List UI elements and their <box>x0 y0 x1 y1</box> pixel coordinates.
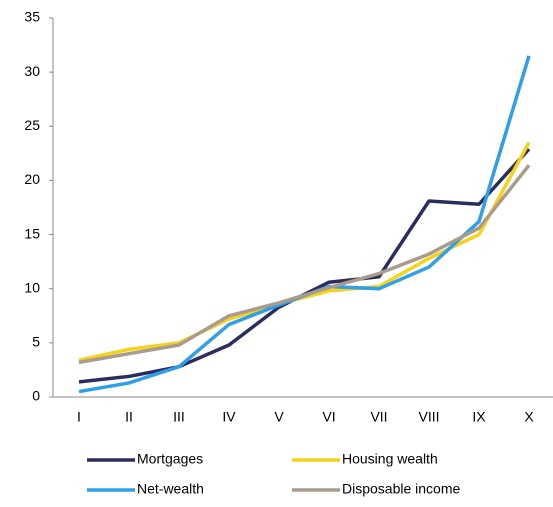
y-tick-label: 10 <box>24 279 40 295</box>
legend-label: Net-wealth <box>137 481 204 497</box>
x-tick-label: VIII <box>418 409 439 425</box>
x-tick-label: IX <box>472 409 486 425</box>
y-tick-label: 30 <box>24 63 40 79</box>
y-tick-label: 15 <box>24 225 40 241</box>
x-tick-label: X <box>524 409 534 425</box>
x-tick-label: II <box>125 409 133 425</box>
y-tick-label: 35 <box>24 9 40 25</box>
x-tick-label: IV <box>222 409 236 425</box>
y-tick-label: 5 <box>32 334 40 350</box>
y-tick-label: 20 <box>24 171 40 187</box>
legend-label: Housing wealth <box>342 451 438 467</box>
x-tick-label: III <box>173 409 185 425</box>
x-tick-label: VII <box>370 409 387 425</box>
series-line <box>78 164 531 365</box>
x-tick-label: I <box>77 409 81 425</box>
x-tick-label: V <box>274 409 284 425</box>
legend-label: Mortgages <box>137 451 203 467</box>
x-tick-label: VI <box>322 409 335 425</box>
series-line <box>78 55 531 394</box>
legend-label: Disposable income <box>342 481 460 497</box>
y-tick-label: 0 <box>32 388 40 404</box>
y-tick-label: 25 <box>24 117 40 133</box>
series-line <box>78 141 531 362</box>
